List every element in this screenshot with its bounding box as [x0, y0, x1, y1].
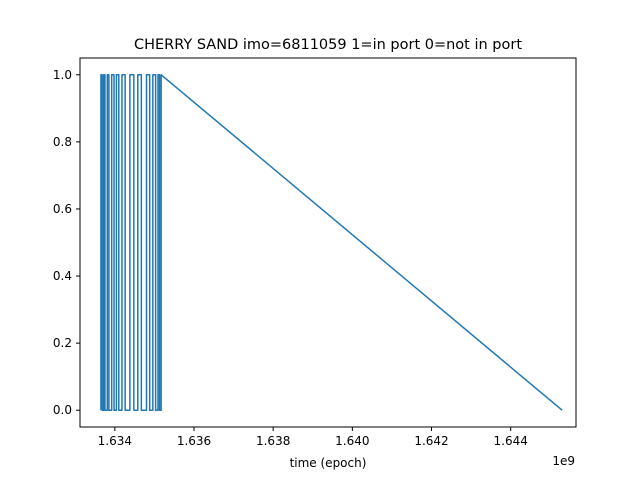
y-tick-label: 0.8: [53, 135, 72, 149]
plot-area-frame: [79, 57, 577, 428]
chart-title: CHERRY SAND imo=6811059 1=in port 0=not …: [134, 37, 522, 53]
y-tick-label: 0.2: [53, 336, 72, 350]
x-tick-label: 1.636: [177, 434, 211, 448]
series-line: [100, 74, 563, 411]
y-tick-label: 0.4: [53, 269, 72, 283]
series-layer: [100, 74, 563, 411]
x-tick-label: 1.638: [256, 434, 290, 448]
x-tick-label: 1.634: [98, 434, 132, 448]
x-tick-label: 1.644: [494, 434, 528, 448]
x-tick-label: 1.640: [335, 434, 369, 448]
x-tick-label: 1.642: [414, 434, 448, 448]
y-axis-ticks: 0.0 0.2 0.4 0.6 0.8 1.0: [53, 68, 80, 417]
x-axis-offset-label: 1e9: [552, 454, 575, 468]
y-tick-label: 0.6: [53, 202, 72, 216]
x-axis-label: time (epoch): [290, 456, 367, 470]
x-axis-ticks: 1.634 1.636 1.638 1.640 1.642 1.644: [98, 427, 528, 448]
y-tick-label: 1.0: [53, 68, 72, 82]
y-tick-label: 0.0: [53, 403, 72, 417]
